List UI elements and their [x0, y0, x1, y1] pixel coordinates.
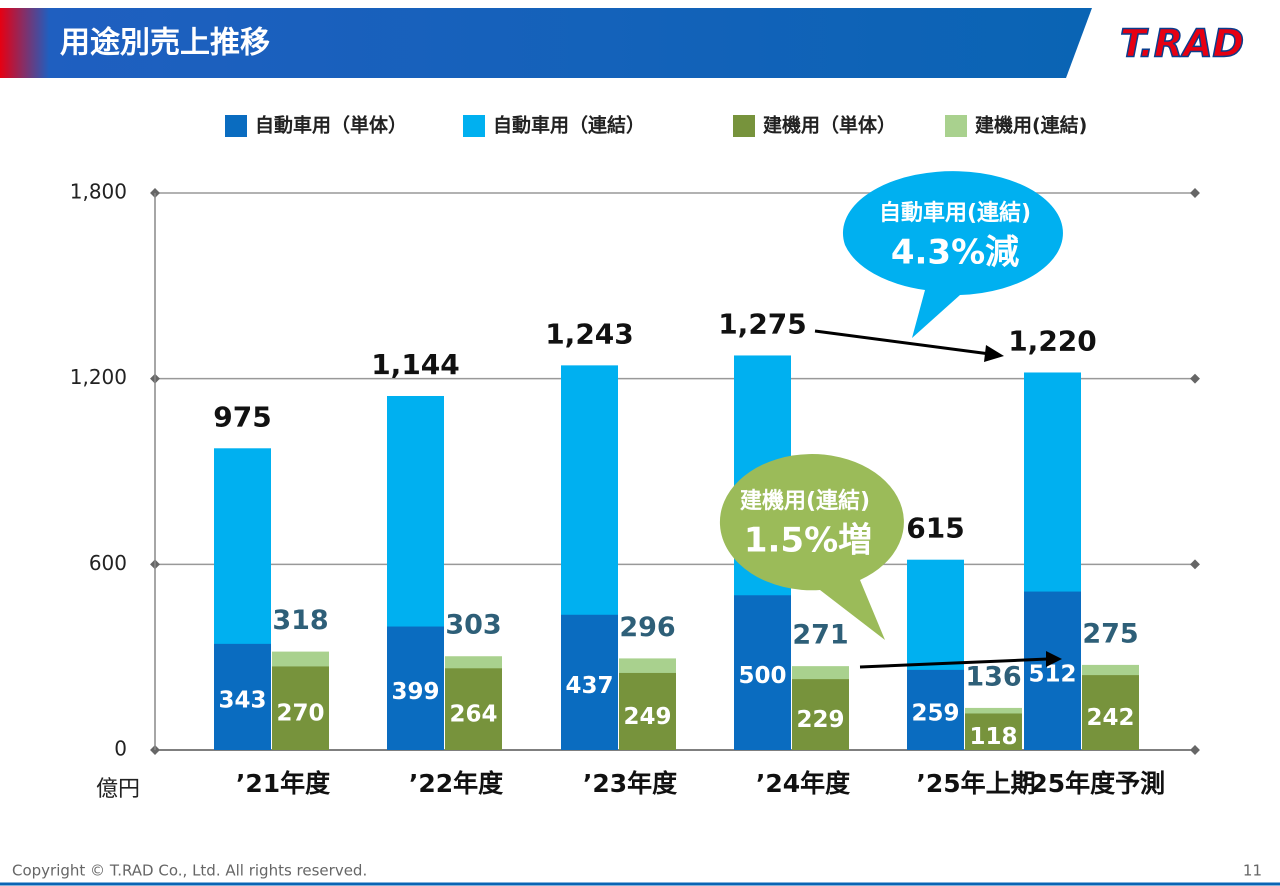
arrow	[859, 657, 1049, 669]
x-tick-label: ’24年度	[756, 769, 850, 798]
value-label: 242	[1086, 705, 1134, 731]
bar	[387, 626, 444, 750]
callout-bubble	[842, 171, 1063, 338]
callout-text: 建機用(連結)	[740, 488, 870, 514]
value-label: 1,220	[1008, 324, 1097, 357]
bar	[272, 666, 329, 750]
page-number: 11	[1243, 862, 1262, 880]
y-tick-label: 0	[114, 737, 127, 761]
annotations: 自動車用(連結) 4.3%減 建機用(連結) 1.5%増	[719, 171, 1063, 669]
header-band	[0, 8, 1092, 78]
value-label: 136	[965, 661, 1021, 692]
y-tick-label: 1,200	[70, 365, 127, 389]
plot: 0 600 1,200 1,800 ’21年度 975 343 318 270 ’22年度 1,14…	[70, 180, 1200, 798]
bar	[619, 672, 676, 750]
arrow-head	[1046, 651, 1062, 667]
bar	[907, 669, 964, 750]
value-label: 615	[906, 512, 964, 545]
callout-text: 自動車用(連結)	[879, 200, 1031, 226]
x-tick-label: ’22年度	[409, 769, 503, 798]
x-tick-label: ’25年上期	[916, 769, 1035, 798]
value-label: 296	[619, 612, 675, 643]
legend-label: 建機用（単体）	[763, 114, 896, 137]
legend-label: 自動車用（連結）	[493, 114, 645, 137]
x-tick-label: ’21年度	[236, 769, 330, 798]
callout-bubble	[719, 454, 904, 640]
value-label: 512	[1028, 661, 1076, 687]
bar	[1082, 675, 1139, 750]
bar	[214, 643, 271, 750]
callout-text: 1.5%増	[744, 521, 872, 561]
y-tick-label: 1,800	[70, 180, 127, 204]
arrow-head	[984, 345, 1004, 362]
x-tick-label: ’23年度	[583, 769, 677, 798]
value-label: 270	[276, 701, 324, 727]
value-label: 343	[218, 687, 266, 713]
value-label: 229	[796, 707, 844, 733]
bar	[792, 679, 849, 750]
value-label: 259	[911, 700, 959, 726]
legend-swatch	[733, 115, 755, 137]
value-label: 303	[445, 610, 501, 641]
legend: 自動車用（単体） 自動車用（連結） 建機用（単体） 建機用(連結)	[225, 114, 1087, 137]
legend-swatch	[225, 115, 247, 137]
value-label: 275	[1082, 618, 1138, 649]
value-label: 318	[272, 605, 328, 636]
y-unit: 億円	[96, 777, 140, 802]
grid-marker	[1190, 188, 1200, 198]
callout-text: 4.3%減	[891, 233, 1019, 273]
bar	[1024, 591, 1081, 750]
page-title: 用途別売上推移	[60, 26, 270, 61]
value-label: 249	[623, 704, 671, 730]
value-label: 264	[449, 702, 497, 728]
logo: T.RAD	[1120, 22, 1244, 66]
x-tick-label: ’25年度予測	[1021, 769, 1165, 798]
bar	[965, 713, 1022, 750]
bar	[561, 614, 618, 750]
value-label: 1,275	[718, 307, 807, 340]
bar	[734, 595, 791, 750]
legend-swatch	[945, 115, 967, 137]
value-label: 118	[969, 724, 1017, 750]
value-label: 1,243	[545, 317, 634, 350]
value-label: 271	[792, 620, 848, 651]
grid-marker	[1190, 373, 1200, 384]
grid-marker	[1190, 745, 1200, 755]
legend-label: 自動車用（単体）	[255, 114, 407, 137]
value-label: 399	[391, 679, 439, 705]
y-tick-label: 600	[89, 551, 127, 575]
grid-marker	[1190, 559, 1200, 570]
legend-swatch	[463, 115, 485, 137]
bar	[445, 668, 502, 750]
copyright: Copyright © T.RAD Co., Ltd. All rights r…	[12, 862, 367, 880]
value-label: 975	[213, 400, 271, 433]
legend-label: 建機用(連結)	[975, 114, 1087, 137]
value-label: 1,144	[371, 348, 460, 381]
value-label: 500	[738, 663, 786, 689]
value-label: 437	[565, 673, 613, 699]
arrow	[814, 329, 991, 356]
